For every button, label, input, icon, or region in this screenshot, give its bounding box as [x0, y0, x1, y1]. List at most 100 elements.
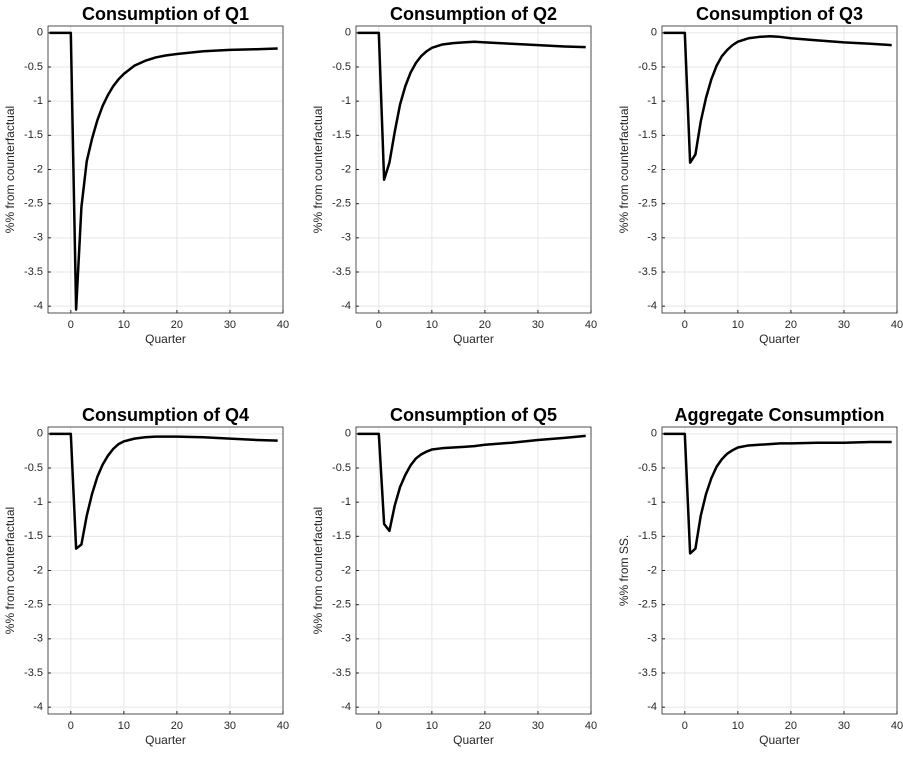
x-tick-label: 20 — [479, 720, 491, 732]
x-tick-label: 0 — [682, 720, 688, 732]
y-tick-label: 0 — [37, 27, 43, 39]
x-tick-label: 40 — [277, 720, 289, 732]
y-tick-label: -3.5 — [332, 266, 351, 278]
x-tick-label: 40 — [277, 319, 289, 331]
y-tick-label: -3 — [647, 232, 657, 244]
axes-box — [47, 426, 284, 715]
y-tick-label: -1.5 — [24, 129, 43, 141]
y-tick-label: -1 — [341, 95, 351, 107]
x-axis-label: Quarter — [145, 332, 186, 346]
y-tick-label: 0 — [37, 428, 43, 440]
chart-title: Consumption of Q2 — [390, 4, 557, 24]
y-tick-label: 0 — [651, 27, 657, 39]
y-axis-label: %% from SS. — [617, 535, 631, 606]
x-tick-label: 40 — [891, 319, 903, 331]
y-tick-label: -3.5 — [332, 667, 351, 679]
y-tick-label: -1 — [647, 95, 657, 107]
y-tick-label: -2 — [647, 163, 657, 175]
x-tick-label: 30 — [532, 720, 544, 732]
y-tick-label: -0.5 — [24, 462, 43, 474]
y-tick-label: -0.5 — [332, 462, 351, 474]
y-tick-label: -3 — [647, 633, 657, 645]
y-tick-label: -1.5 — [24, 530, 43, 542]
y-axis-label: %% from counterfactual — [311, 106, 325, 233]
y-tick-label: -2.5 — [24, 599, 43, 611]
x-tick-label: 30 — [838, 720, 850, 732]
chart-title: Consumption of Q4 — [82, 405, 249, 425]
y-tick-label: -0.5 — [638, 462, 657, 474]
x-tick-label: 10 — [426, 319, 438, 331]
x-axis-label: Quarter — [759, 733, 800, 747]
data-line — [357, 31, 586, 181]
y-tick-label: -4 — [33, 300, 43, 312]
y-tick-label: -1.5 — [638, 530, 657, 542]
y-tick-label: -4 — [647, 701, 657, 713]
axes-box — [661, 25, 898, 314]
x-tick-label: 30 — [838, 319, 850, 331]
x-tick-label: 30 — [532, 319, 544, 331]
y-tick-label: -3.5 — [24, 266, 43, 278]
x-tick-label: 10 — [118, 720, 130, 732]
y-tick-label: -2.5 — [638, 198, 657, 210]
x-tick-label: 10 — [732, 319, 744, 331]
data-line — [49, 432, 278, 550]
y-axis-label: %% from counterfactual — [311, 507, 325, 634]
y-tick-label: -1.5 — [332, 129, 351, 141]
x-tick-label: 20 — [479, 319, 491, 331]
data-line — [663, 31, 892, 164]
x-tick-label: 20 — [171, 720, 183, 732]
y-tick-label: -2.5 — [638, 599, 657, 611]
x-axis-label: Quarter — [759, 332, 800, 346]
x-axis-label: Quarter — [453, 733, 494, 747]
y-tick-label: -3.5 — [638, 266, 657, 278]
y-tick-label: -2.5 — [332, 599, 351, 611]
data-line — [357, 432, 586, 533]
x-tick-label: 40 — [585, 720, 597, 732]
y-tick-label: -4 — [33, 701, 43, 713]
y-tick-label: -3.5 — [24, 667, 43, 679]
y-tick-label: -0.5 — [24, 61, 43, 73]
y-tick-label: -3.5 — [638, 667, 657, 679]
x-tick-label: 10 — [118, 319, 130, 331]
y-tick-label: -1 — [33, 496, 43, 508]
axes-box — [661, 426, 898, 715]
y-tick-label: -2 — [33, 564, 43, 576]
x-axis-label: Quarter — [453, 332, 494, 346]
x-tick-label: 40 — [585, 319, 597, 331]
y-tick-label: 0 — [651, 428, 657, 440]
chart-title: Consumption of Q5 — [390, 405, 557, 425]
y-tick-label: -3 — [341, 232, 351, 244]
x-tick-label: 0 — [682, 319, 688, 331]
y-tick-label: -0.5 — [638, 61, 657, 73]
chart-title: Aggregate Consumption — [675, 405, 885, 425]
y-tick-label: -3 — [33, 633, 43, 645]
y-tick-label: -4 — [341, 701, 351, 713]
y-tick-label: -1.5 — [638, 129, 657, 141]
y-tick-label: -0.5 — [332, 61, 351, 73]
y-tick-label: -1.5 — [332, 530, 351, 542]
y-tick-label: -1 — [33, 95, 43, 107]
y-tick-label: -1 — [341, 496, 351, 508]
y-tick-label: -4 — [341, 300, 351, 312]
x-tick-label: 20 — [171, 319, 183, 331]
x-tick-label: 0 — [68, 720, 74, 732]
y-tick-label: -2.5 — [332, 198, 351, 210]
data-line — [49, 31, 278, 311]
x-tick-label: 0 — [376, 319, 382, 331]
y-tick-label: -3 — [33, 232, 43, 244]
y-axis-label: %% from counterfactual — [3, 106, 17, 233]
x-tick-label: 0 — [68, 319, 74, 331]
y-tick-label: -1 — [647, 496, 657, 508]
y-tick-label: -2.5 — [24, 198, 43, 210]
axes-box — [355, 426, 592, 715]
y-tick-label: 0 — [345, 27, 351, 39]
x-tick-label: 10 — [732, 720, 744, 732]
x-tick-label: 30 — [224, 319, 236, 331]
y-tick-label: -2 — [341, 564, 351, 576]
y-tick-label: -4 — [647, 300, 657, 312]
y-tick-label: 0 — [345, 428, 351, 440]
x-axis-label: Quarter — [145, 733, 186, 747]
chart-title: Consumption of Q3 — [696, 4, 863, 24]
axes-box — [47, 25, 284, 314]
x-tick-label: 0 — [376, 720, 382, 732]
